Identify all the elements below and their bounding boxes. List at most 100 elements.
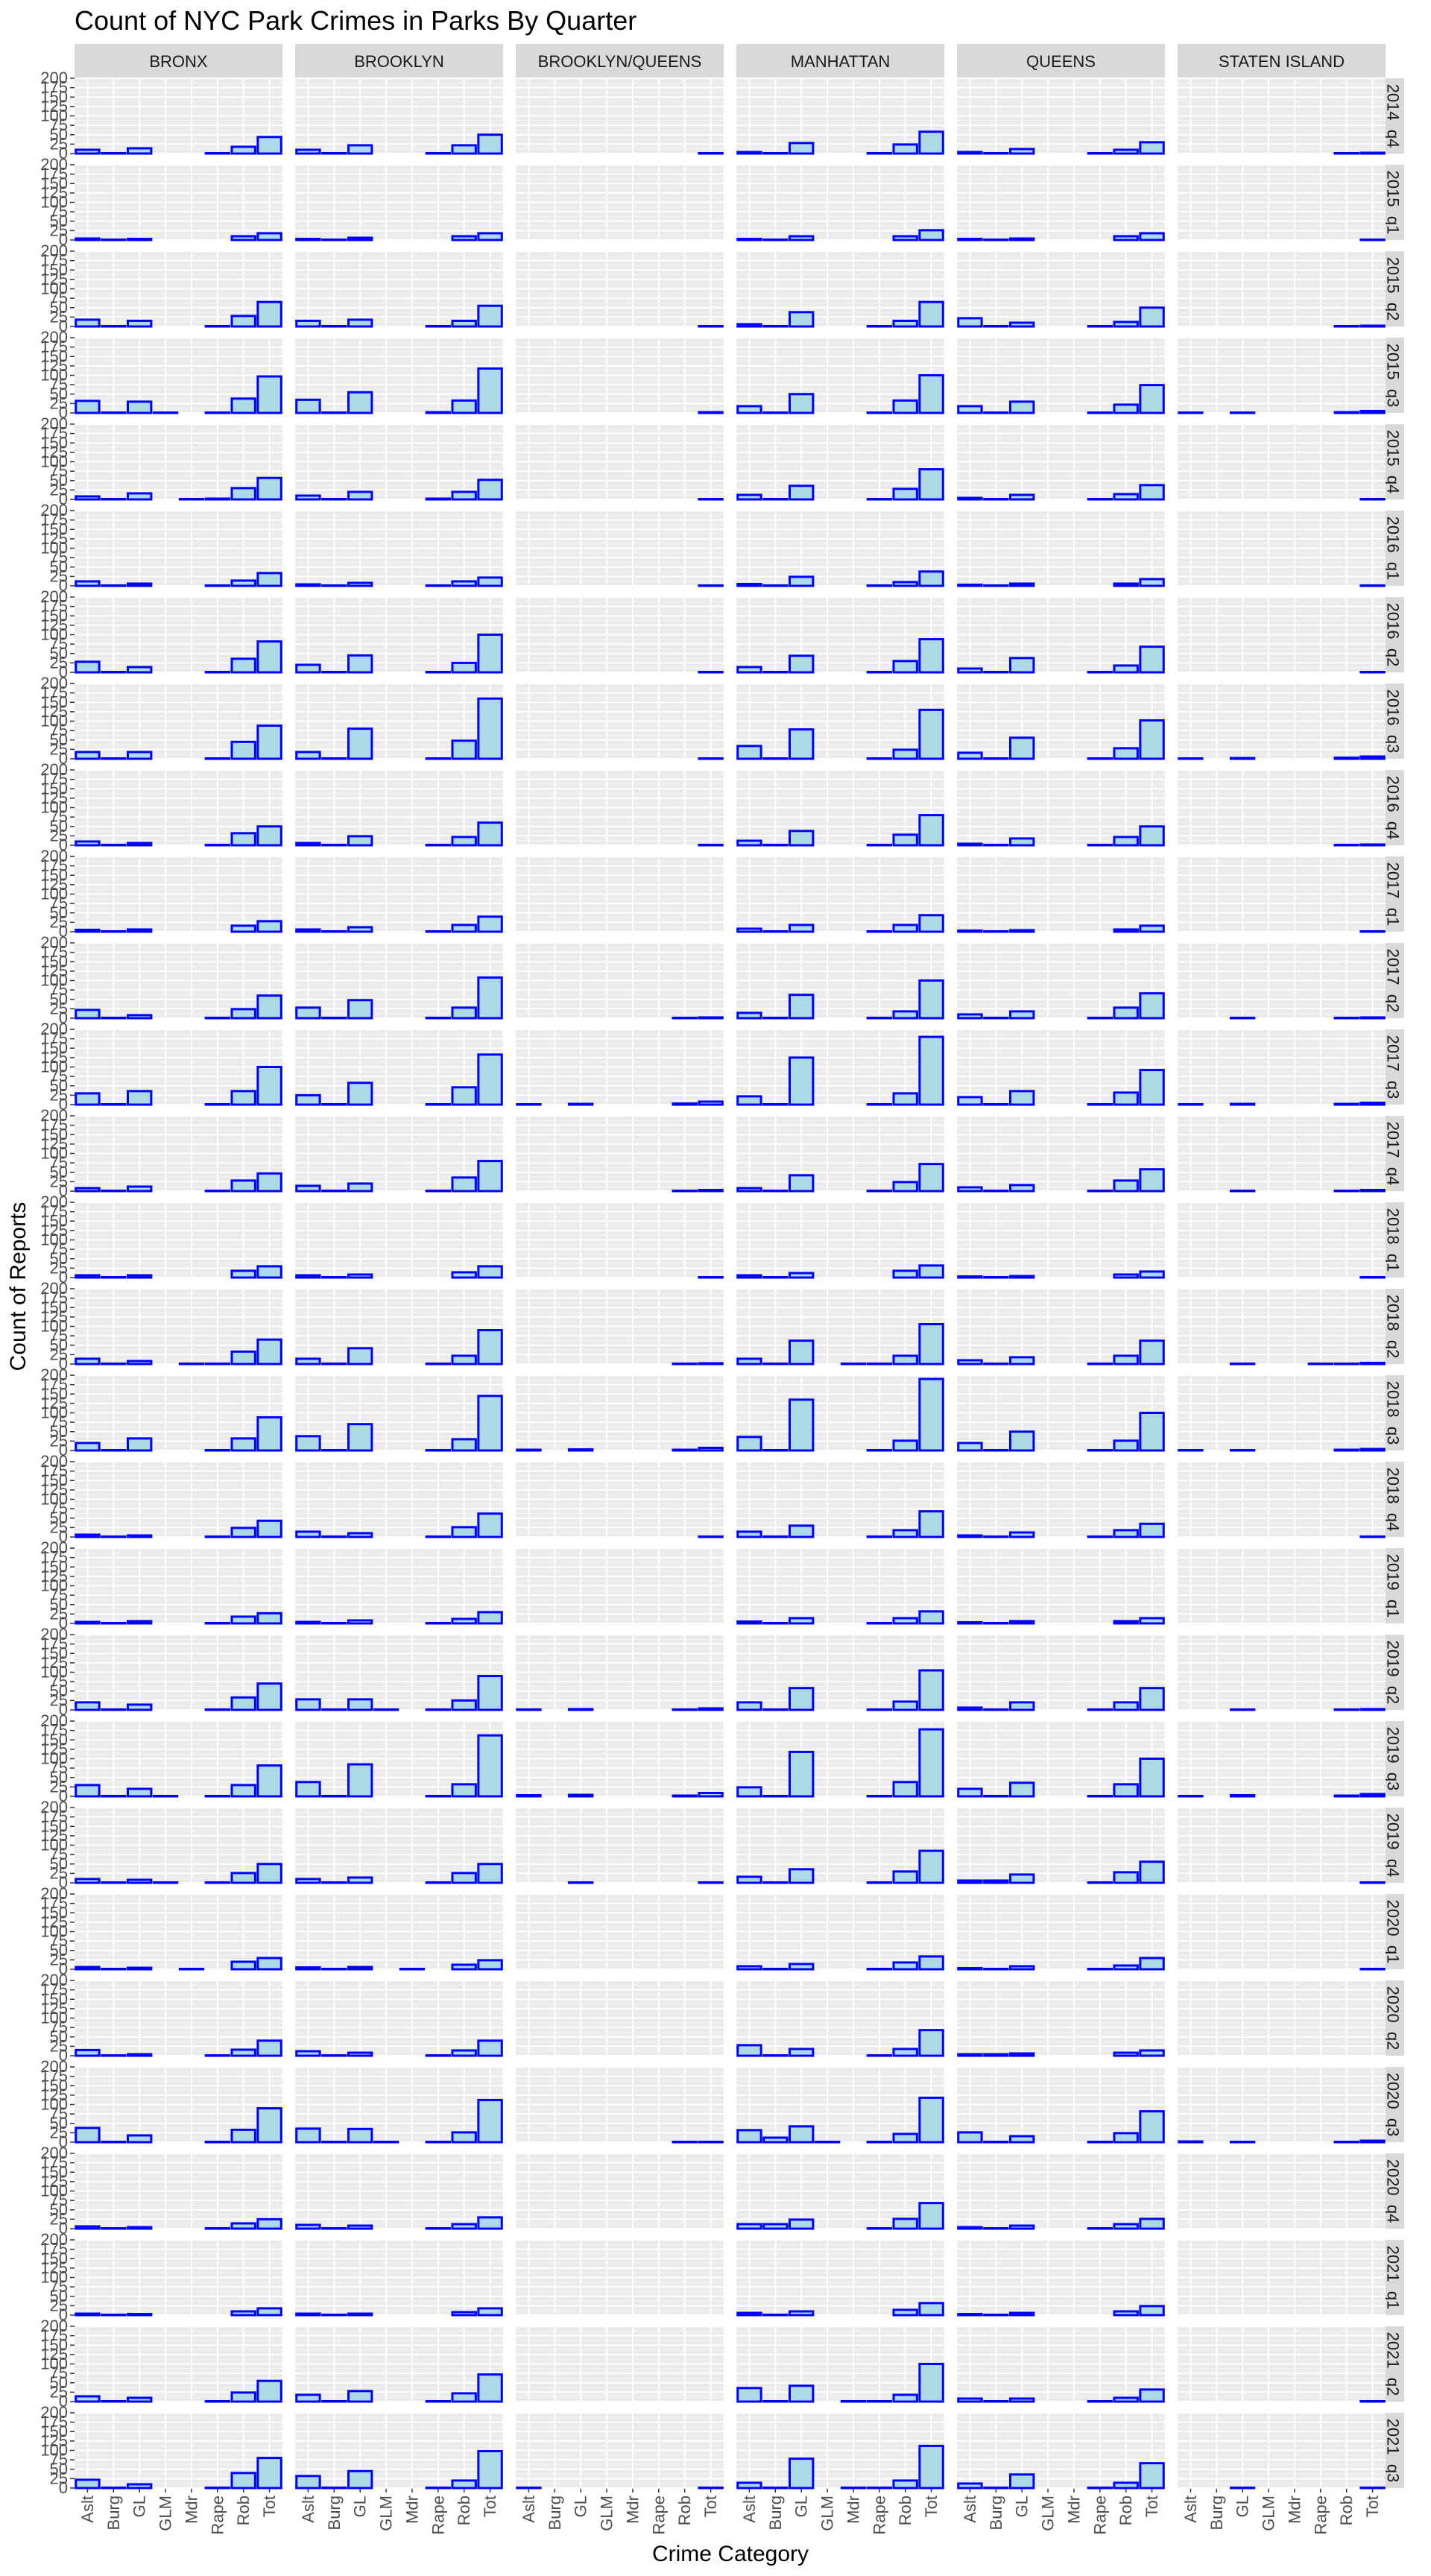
bar-gl [1008, 1531, 1035, 1538]
bar-gl [1008, 148, 1035, 155]
bar-gl [1008, 400, 1035, 414]
y-tick-label: 175 [40, 856, 68, 875]
bar-tot [256, 300, 282, 328]
y-tick-label: 25 [50, 480, 68, 499]
bar-rape [425, 584, 452, 587]
y-tick-label: 50 [50, 730, 68, 749]
bar-rob [230, 832, 256, 847]
bar-tot [1359, 1361, 1386, 1366]
y-tick-label: 150 [40, 2076, 68, 2094]
bar-rob [1113, 1273, 1139, 1279]
panel-brooklyn-queens-2016-q3 [516, 683, 724, 760]
y-tick-label: 200 [40, 2057, 68, 2076]
y-tick-label: 0 [59, 2305, 68, 2324]
bar-gl [347, 1698, 373, 1711]
y-tick-label: 0 [59, 317, 68, 335]
y-tick-label: 175 [40, 943, 68, 962]
x-tick-label-glm: GLM [598, 2496, 616, 2531]
bar-tot [477, 576, 503, 587]
bar-tot [1139, 578, 1165, 587]
y-tick-label: 200 [40, 1020, 68, 1038]
bar-rob [230, 1615, 256, 1625]
bar-rape [866, 1016, 893, 1020]
bar-rob [1333, 151, 1359, 155]
column-strip-manhattan [736, 44, 944, 78]
bar-burg [101, 584, 127, 587]
bar-aslt [957, 842, 983, 847]
panel-bronx-2018-q1 [75, 1202, 282, 1279]
x-tick-label-tot: Tot [1363, 2496, 1382, 2517]
y-tick-label: 175 [40, 1808, 68, 1826]
y-tick-label: 125 [40, 183, 68, 202]
y-tick-label: 175 [40, 684, 68, 702]
bar-rob [451, 319, 477, 328]
bar-rob [1113, 148, 1139, 155]
y-tick-label: 200 [40, 847, 68, 865]
bar-aslt [736, 1530, 762, 1538]
bar-rape [204, 1189, 231, 1193]
bar-rob [1333, 411, 1359, 414]
bar-tot [698, 757, 724, 760]
x-axis: Aslt Burg GL GLM Mdr Rape Rob Tot Aslt Burg GL GLM M… [78, 2488, 1382, 2535]
panel-brooklyn-queens-2018-q3 [516, 1374, 724, 1452]
bar-gl [1229, 1362, 1256, 1366]
y-tick-label: 0 [59, 1354, 68, 1373]
y-tick-label: 100 [40, 2009, 68, 2027]
panel-brooklyn-queens-2017-q2 [516, 942, 724, 1020]
bar-rob [892, 319, 918, 328]
bar-aslt [957, 929, 983, 933]
panel-brooklyn-2016-q1 [295, 510, 503, 587]
y-tick-label: 125 [40, 1740, 68, 1758]
x-tick-label-gl: GL [1013, 2496, 1032, 2517]
bar-aslt [736, 927, 762, 933]
bar-burg [101, 1189, 127, 1193]
bar-aslt [75, 660, 101, 674]
facet-panels [75, 78, 1386, 2490]
bar-gl [347, 926, 373, 933]
bar-tot [477, 479, 503, 501]
bar-tot [918, 1163, 944, 1193]
y-tick-label: 0 [59, 1268, 68, 1287]
bar-burg [321, 1102, 347, 1106]
bar-burg [321, 1362, 347, 1366]
panel-brooklyn-queens-2017-q1 [516, 856, 724, 932]
bar-tot [256, 476, 282, 501]
bar-gl [347, 999, 373, 1020]
x-tick-label-burg: Burg [987, 2496, 1005, 2530]
bar-rob [451, 739, 477, 760]
bar-rob [1333, 756, 1359, 760]
bar-gl [788, 1339, 815, 1366]
y-tick-label: 100 [40, 1144, 68, 1163]
bar-tot [1139, 825, 1165, 847]
row-strip-label: 2018_q4 [1384, 1468, 1403, 1532]
y-tick-label: 150 [40, 1557, 68, 1576]
row-strip-label: 2017_q3 [1384, 1035, 1403, 1099]
bar-rob [1333, 1102, 1359, 1106]
y-tick-label: 175 [40, 1375, 68, 1394]
bar-rape [1087, 1102, 1113, 1106]
bar-tot [477, 1329, 503, 1366]
bar-aslt [736, 1620, 762, 1625]
panel-bronx-2017-q3 [75, 1029, 282, 1106]
bar-rape [204, 1881, 231, 1884]
bar-gl [126, 1274, 153, 1279]
y-tick-label: 200 [40, 328, 68, 347]
bar-burg [983, 584, 1009, 587]
panel-queens-2016-q4 [957, 769, 1165, 847]
bar-rob [230, 1784, 256, 1798]
x-tick-label-mdr: Mdr [402, 2496, 421, 2524]
y-tick-label: 150 [40, 1903, 68, 1922]
bar-tot [1359, 151, 1386, 155]
y-tick-label: 175 [40, 78, 68, 97]
bar-tot [477, 915, 503, 933]
bar-gl [788, 1750, 815, 1798]
bar-tot [1139, 1617, 1165, 1625]
bar-rob [451, 1617, 477, 1625]
bar-burg [321, 757, 347, 760]
panel-queens-2014-q4 [957, 78, 1165, 155]
y-tick-label: 200 [40, 1538, 68, 1557]
y-tick-label: 200 [40, 69, 68, 87]
bar-glm [152, 1881, 179, 1884]
panel-bronx-2016-q2 [75, 596, 282, 674]
bar-gl [788, 830, 815, 847]
